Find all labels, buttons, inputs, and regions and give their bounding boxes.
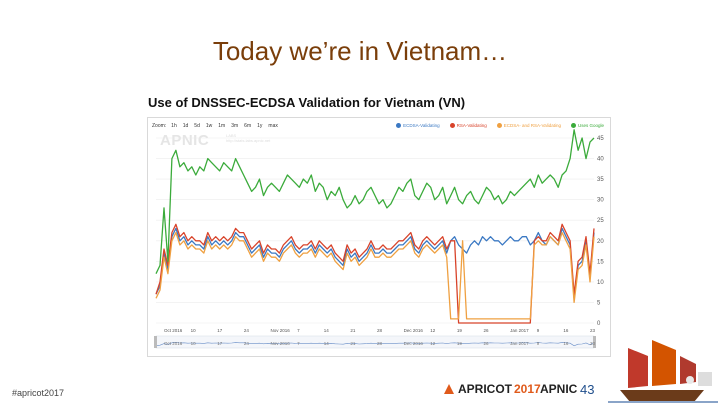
zoom-5d-button[interactable]: 5d [194,123,200,129]
x-tick-label: Oct 2016 [164,328,183,333]
apricot-logo-year: 2017 [514,382,541,396]
legend-dot-icon [570,123,576,128]
footer-hashtag: #apricot2017 [12,388,65,398]
navigator-tick-label: 10 [191,341,197,346]
navigator-tick-label: 9 [537,341,540,346]
zoom-max-button[interactable]: max [268,123,278,129]
legend-dot-icon [449,123,455,128]
navigator-tick-label: 21 [350,341,356,346]
x-tick-label: 17 [217,328,223,333]
x-tick-label: 24 [244,328,250,333]
navigator-tick-label: Oct 2016 [164,341,183,346]
legend-item-ecdsa-and-rsa[interactable]: ECDSA- and RSA-Validating [496,123,561,128]
x-tick-label: 21 [350,328,356,333]
navigator-tick-label: 26 [484,341,490,346]
legend-label: RSA-Validating [456,123,487,128]
legend-dot-icon [396,123,402,128]
x-tick-label: 7 [297,328,300,333]
navigator-tick-label: 16 [563,341,569,346]
navigator-left-handle [154,336,157,348]
x-tick-label: 26 [484,328,490,333]
apricot-flame-icon [444,384,454,394]
y-tick-label: 35 [597,177,604,183]
y-tick-label: 10 [597,280,604,286]
apricot-logo: APRICOT 2017 [442,382,541,396]
legend-dot-icon [496,123,502,128]
series-line [155,223,595,324]
navigator-tick-label: 14 [324,341,330,346]
y-tick-label: 45 [597,136,604,142]
y-tick-label: 20 [597,239,604,245]
legend-item-ecdsa[interactable]: ECDSA-Validating [396,123,440,128]
line-chart: 0 5 10 15 20 25 30 35 40 45 Oct 2016 10 17 24 Nov 2016… [154,129,604,349]
navigator-tick-label: 19 [457,341,463,346]
legend-label: ECDSA- and RSA-Validating [503,123,561,128]
navigator-tick-label: Nov 2016 [271,341,291,346]
apricot-logo-text: APRICOT [458,382,512,396]
x-tick-label: 9 [537,328,540,333]
y-tick-label: 15 [597,259,604,265]
x-tick-label: 16 [563,328,569,333]
series-line [155,129,595,274]
x-tick-label: 28 [377,328,383,333]
zoom-1y-button[interactable]: 1y [257,123,263,129]
y-tick-label: 40 [597,157,604,163]
navigator-tick-label: Jan 2017 [510,341,529,346]
navigator-right-handle [593,336,596,348]
navigator-tick-label: 7 [297,341,300,346]
junk-boat-illustration [608,340,718,403]
zoom-1h-button[interactable]: 1h [171,123,177,129]
x-tick-label: 23 [590,328,596,333]
series-line [155,227,595,299]
navigator-line [155,342,595,347]
y-tick-label: 0 [597,321,601,327]
navigator-tick-label: Dec 2016 [404,341,424,346]
zoom-3m-button[interactable]: 3m [231,123,239,129]
series-line [155,231,595,320]
x-tick-label: 10 [191,328,197,333]
page-number: 43 [580,382,595,397]
x-tick-label: 12 [430,328,436,333]
x-tick-label: 19 [457,328,463,333]
zoom-1w-button[interactable]: 1w [205,123,213,129]
y-tick-label: 5 [597,300,601,306]
slide-title: Today we’re in Vietnam… [212,36,508,66]
apnic-watermark: APNIC [160,132,210,149]
zoom-label: Zoom: [152,123,167,129]
legend-item-rsa[interactable]: RSA-Validating [449,123,487,128]
zoom-1m-button[interactable]: 1m [218,123,226,129]
legend-item-google[interactable]: Uses Google [570,123,604,128]
apnic-watermark-sub: LABS http://stats.labs.apnic.net [226,133,270,143]
navigator-tick-label: 12 [430,341,436,346]
zoom-bar: Zoom: 1h 1d 5d 1w 1m 3m 6m 1y max [152,123,279,129]
x-tick-label: Dec 2016 [404,328,424,333]
legend-label: ECDSA-Validating [403,123,440,128]
x-tick-label: 14 [324,328,330,333]
y-tick-label: 30 [597,198,604,204]
x-tick-label: Nov 2016 [271,328,291,333]
chart-legend: ECDSA-Validating RSA-Validating ECDSA- a… [396,123,604,128]
y-tick-label: 25 [597,218,604,224]
watermark-labs: LABS [226,133,237,138]
watermark-url: http://stats.labs.apnic.net [226,138,271,143]
zoom-1d-button[interactable]: 1d [182,123,189,129]
navigator-tick-label: 28 [377,341,383,346]
navigator-tick-label: 24 [244,341,250,346]
chart-frame: Zoom: 1h 1d 5d 1w 1m 3m 6m 1y max ECDSA-… [147,117,611,357]
x-tick-label: Jan 2017 [510,328,529,333]
chart-heading: Use of DNSSEC-ECDSA Validation for Vietn… [148,95,466,110]
zoom-6m-button[interactable]: 6m [244,123,252,129]
navigator-tick-label: 17 [217,341,223,346]
apnic-logo: APNIC [540,382,578,396]
legend-label: Uses Google [577,123,604,128]
navigator-tick-label: 23 [590,341,596,346]
